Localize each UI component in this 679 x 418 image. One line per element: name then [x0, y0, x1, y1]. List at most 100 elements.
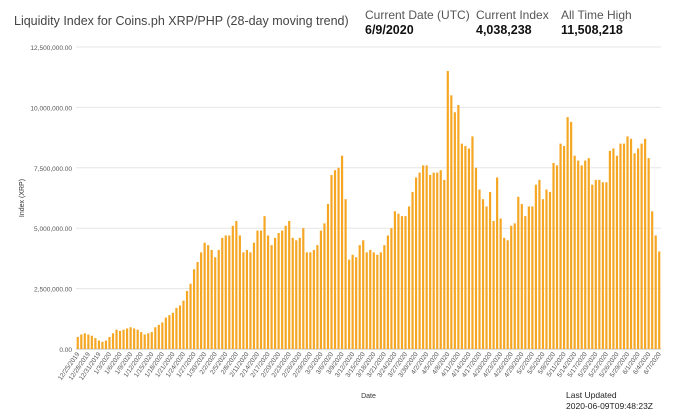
bar	[140, 332, 143, 349]
chart-title: Liquidity Index for Coins.ph XRP/PHP (28…	[14, 14, 349, 28]
bar	[340, 155, 344, 349]
bar	[524, 216, 527, 349]
bar	[178, 305, 182, 349]
bar	[658, 251, 661, 349]
bar	[147, 333, 150, 349]
bar	[168, 315, 171, 349]
bar	[622, 143, 626, 349]
bar	[633, 153, 636, 349]
bar	[422, 165, 425, 349]
bar	[362, 240, 365, 349]
bar	[83, 333, 86, 349]
bar	[115, 329, 118, 349]
last-updated-value: 2020-06-09T09:48:23Z	[566, 401, 653, 411]
bar	[192, 269, 196, 349]
bar	[436, 172, 439, 349]
bar	[460, 143, 463, 349]
stat-label: All Time High	[561, 8, 632, 22]
bar	[154, 327, 157, 349]
bar	[626, 136, 629, 349]
bar	[591, 184, 594, 349]
bar	[224, 235, 227, 349]
bar	[418, 172, 421, 349]
stat-value: 11,508,218	[561, 23, 623, 37]
bar	[376, 254, 379, 349]
stat-label: Current Date (UTC)	[365, 8, 470, 22]
bar	[126, 328, 129, 349]
bar	[640, 143, 643, 349]
bar	[129, 327, 132, 349]
bar	[615, 155, 619, 349]
bar	[196, 262, 199, 349]
bar	[309, 252, 312, 349]
bar	[552, 162, 555, 349]
y-axis-title: Index (XRP)	[19, 179, 26, 217]
y-tick-label: 5,000,000.00	[34, 226, 72, 233]
stat-value: 4,038,238	[476, 23, 532, 37]
bar	[281, 230, 284, 349]
last-updated-label: Last Updated	[566, 390, 617, 400]
bar	[570, 121, 573, 349]
bar	[217, 249, 220, 349]
bar	[302, 228, 305, 349]
bar	[143, 334, 146, 349]
bar	[242, 252, 245, 349]
bar	[118, 330, 122, 349]
bar	[323, 223, 326, 349]
bar	[474, 167, 478, 349]
bar	[245, 249, 249, 349]
bar	[263, 216, 266, 349]
x-axis-title: Date	[361, 393, 376, 400]
bar	[108, 336, 111, 349]
bar	[464, 146, 467, 349]
bar	[189, 283, 192, 349]
bar	[629, 138, 633, 349]
bar	[266, 235, 270, 349]
bar	[506, 240, 509, 349]
bar	[457, 104, 460, 349]
bar	[256, 230, 259, 349]
bar	[478, 189, 481, 349]
bar	[467, 148, 471, 349]
bar	[358, 245, 361, 349]
bar	[496, 177, 499, 349]
bar	[531, 206, 534, 349]
bar	[439, 170, 442, 349]
bar	[481, 199, 485, 349]
bar	[390, 228, 393, 349]
bar	[316, 245, 319, 349]
bar	[235, 220, 238, 349]
bar	[499, 218, 502, 349]
bar	[513, 223, 516, 349]
bar	[619, 143, 622, 349]
stat-value: 6/9/2020	[365, 23, 414, 37]
bar	[644, 138, 647, 349]
bar	[259, 230, 263, 349]
bar	[365, 252, 368, 349]
bar	[580, 165, 583, 349]
bar	[453, 112, 456, 350]
bar	[555, 165, 559, 349]
bar	[295, 240, 298, 349]
bar	[76, 336, 79, 349]
bar	[383, 245, 386, 349]
bar	[185, 291, 189, 349]
bar	[122, 329, 125, 349]
stat-all-time-high: All Time High 11,508,218	[561, 8, 632, 37]
bar	[517, 196, 520, 349]
bar	[182, 300, 185, 349]
bar	[450, 95, 453, 349]
stat-current-index: Current Index 4,038,238	[476, 8, 549, 37]
bar	[510, 225, 513, 349]
bar	[210, 249, 213, 349]
bar	[277, 233, 280, 349]
bar	[414, 177, 418, 349]
bar	[488, 191, 492, 349]
bar	[238, 235, 241, 349]
bar	[411, 191, 414, 349]
bar	[231, 225, 234, 349]
y-tick-label: 0.00	[59, 347, 72, 354]
bar	[654, 235, 657, 349]
bar	[161, 322, 164, 349]
